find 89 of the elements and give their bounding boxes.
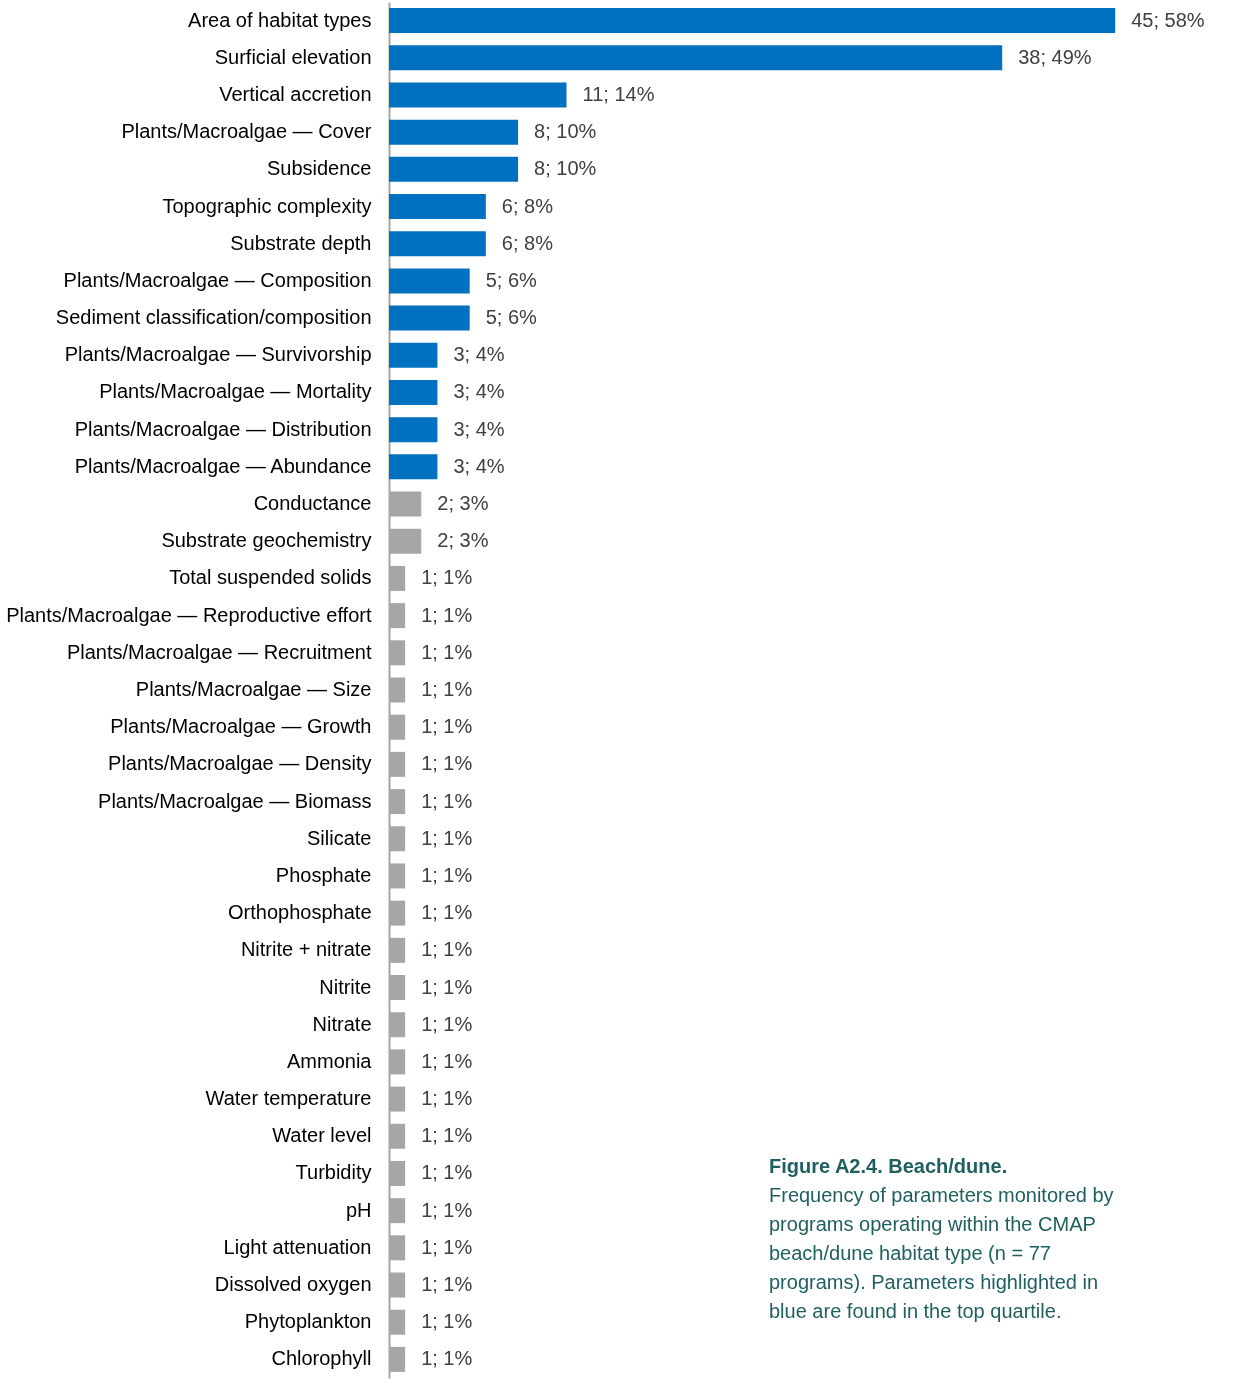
data-label: 1; 1%	[421, 603, 473, 626]
y-tick-label: Nitrite + nitrate	[240, 938, 372, 961]
y-tick-label: Area of habitat types	[188, 8, 372, 31]
data-label: 1; 1%	[421, 863, 473, 886]
data-label: 5; 6%	[485, 268, 538, 291]
y-tick-label: Nitrite	[319, 975, 372, 998]
bar	[389, 268, 470, 294]
data-label: 1; 1%	[421, 1273, 473, 1296]
y-tick-label: Water temperature	[205, 1087, 372, 1110]
y-tick-label: Plants/Macroalgae — Density	[108, 752, 372, 775]
data-label: 1; 1%	[421, 1124, 473, 1147]
bar	[389, 454, 438, 480]
bar	[389, 379, 438, 405]
bar	[389, 156, 519, 182]
y-tick-label: Light attenuation	[223, 1235, 372, 1258]
data-label: 1; 1%	[421, 678, 473, 700]
data-label: 1; 1%	[421, 1012, 473, 1035]
data-label: 1; 1%	[421, 715, 473, 738]
bar	[389, 82, 567, 108]
y-tick-label: Conductance	[253, 492, 372, 515]
bar	[389, 45, 1003, 71]
y-tick-label: Ammonia	[287, 1049, 373, 1072]
data-label: 1; 1%	[421, 1235, 473, 1258]
y-tick-label: Plants/Macroalgae — Abundance	[74, 454, 372, 477]
data-label: 2; 3%	[437, 529, 489, 552]
y-tick-label: Silicate	[307, 826, 372, 849]
data-label: 1; 1%	[421, 975, 473, 998]
y-tick-label: Surficial elevation	[214, 45, 372, 68]
y-tick-label: Plants/Macroalgae — Recruitment	[66, 640, 372, 663]
y-tick-label: Vertical accretion	[219, 82, 372, 105]
y-tick-label: Orthophosphate	[228, 901, 372, 924]
y-tick-label: Substrate depth	[230, 231, 372, 254]
y-tick-label: Substrate geochemistry	[161, 529, 372, 552]
y-tick-label: Total suspended solids	[169, 566, 372, 589]
y-tick-label: Turbidity	[295, 1161, 372, 1184]
data-label: 6; 8%	[501, 194, 554, 217]
y-tick-label: Sediment classification/composition	[55, 306, 372, 329]
bar	[389, 417, 438, 443]
bar	[389, 342, 438, 368]
data-label: 38; 49%	[1018, 45, 1092, 68]
y-tick-label: Topographic complexity	[162, 194, 372, 217]
y-tick-label: Dissolved oxygen	[214, 1273, 372, 1296]
data-label: 1; 1%	[421, 640, 473, 663]
data-label: 11; 14%	[582, 82, 655, 105]
data-label: 1; 1%	[421, 1049, 473, 1072]
data-label: 3; 4%	[453, 454, 505, 477]
y-tick-label: Water level	[272, 1124, 372, 1147]
y-tick-label: Phytoplankton	[244, 1310, 372, 1333]
data-label: 3; 4%	[453, 343, 505, 366]
bar	[389, 231, 486, 257]
data-label: 1; 1%	[421, 826, 473, 849]
y-tick-label: Phosphate	[275, 863, 372, 886]
data-label: 1; 1%	[421, 1161, 473, 1184]
y-tick-label: Plants/Macroalgae — Size	[135, 678, 372, 700]
y-tick-label: Plants/Macroalgae — Mortality	[99, 380, 372, 403]
data-label: 8; 10%	[534, 120, 597, 143]
data-label: 5; 6%	[485, 306, 538, 329]
bar	[389, 8, 1116, 34]
y-tick-label: Plants/Macroalgae — Growth	[110, 715, 372, 738]
y-tick-label: Plants/Macroalgae — Cover	[121, 120, 372, 143]
data-label: 2; 3%	[437, 492, 489, 515]
data-label: 1; 1%	[421, 901, 473, 924]
data-label: 1; 1%	[421, 566, 473, 589]
y-tick-label: Subsidence	[266, 157, 372, 180]
data-label: 1; 1%	[421, 1087, 473, 1110]
bar	[389, 194, 486, 220]
data-label: 45; 58%	[1131, 8, 1205, 31]
bar	[389, 305, 470, 331]
data-label: 1; 1%	[421, 1310, 473, 1333]
data-label: 1; 1%	[421, 789, 473, 812]
y-tick-label: Plants/Macroalgae — Distribution	[74, 417, 372, 440]
y-tick-label: Plants/Macroalgae — Biomass	[98, 789, 372, 812]
y-tick-label: pH	[345, 1198, 372, 1221]
data-label: 1; 1%	[421, 938, 473, 961]
y-tick-label: Plants/Macroalgae — Survivorship	[64, 343, 372, 366]
y-tick-label: Nitrate	[312, 1012, 372, 1035]
data-label: 8; 10%	[534, 157, 597, 180]
data-label: 3; 4%	[453, 417, 505, 440]
annotation: Figure A2.4. Beach/dune.	[769, 1155, 1008, 1177]
data-label: 1; 1%	[421, 1198, 473, 1221]
data-label: 3; 4%	[453, 380, 505, 403]
annotation: Frequency of parameters monitored by programs operating within the CMAP beach/dune habitat type (n = 77 programs). Parameters highlighted in blue are found in the top quartile.	[769, 1184, 1114, 1322]
data-label: 1; 1%	[421, 1347, 473, 1370]
y-tick-label: Chlorophyll	[271, 1347, 372, 1370]
data-label: 1; 1%	[421, 752, 473, 775]
data-label: 6; 8%	[501, 231, 554, 254]
y-tick-label: Plants/Macroalgae — Reproductive effort	[6, 603, 372, 626]
y-tick-label: Plants/Macroalgae — Composition	[63, 268, 372, 291]
bar	[389, 119, 519, 145]
